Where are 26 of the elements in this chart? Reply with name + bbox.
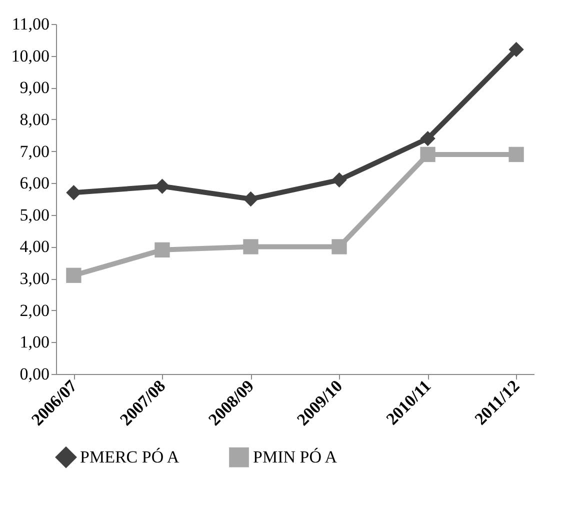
point (243, 191, 258, 207)
point (332, 172, 347, 188)
y-tick-label: 3,00 (20, 269, 50, 288)
y-tick-label: 0,00 (20, 364, 50, 384)
y-tick-label: 6,00 (20, 174, 50, 193)
point (243, 239, 258, 254)
point (332, 239, 347, 254)
point (508, 146, 524, 162)
legend-label: PMERC PÓ A (80, 447, 180, 466)
point (154, 242, 170, 258)
y-tick-label: 1,00 (20, 332, 50, 352)
point (508, 42, 524, 58)
y-tick-label: 10,00 (11, 46, 50, 66)
y-tick-label: 9,00 (20, 78, 50, 98)
y-tick-label: 8,00 (20, 110, 50, 129)
y-tick-label: 7,00 (20, 142, 50, 161)
point (66, 185, 82, 200)
y-tick-label: 2,00 (20, 300, 50, 320)
y-tick-label: 11,00 (12, 14, 50, 34)
point (420, 146, 436, 162)
y-tick-label: 4,00 (20, 237, 50, 256)
point (420, 130, 436, 146)
y-tick-label: 5,00 (20, 205, 50, 224)
point (154, 178, 170, 194)
point (66, 268, 82, 283)
legend-label: PMIN PÓ A (253, 447, 338, 466)
